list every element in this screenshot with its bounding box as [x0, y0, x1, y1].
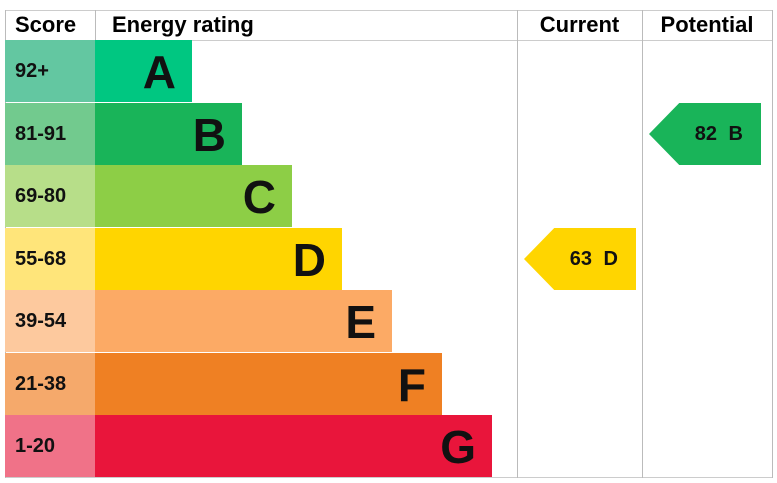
- grid-potential-left: [642, 10, 643, 478]
- grid-score-divider: [95, 10, 96, 40]
- grid-header-bottom: [5, 40, 772, 41]
- score-cell-e: 39-54: [5, 290, 95, 352]
- header-potential: Potential: [660, 12, 754, 37]
- grid-top: [5, 10, 772, 11]
- score-cell-b: 81-91: [5, 102, 95, 165]
- grid-right: [772, 10, 773, 478]
- score-cell-g: 1-20: [5, 415, 95, 477]
- score-cell-f: 21-38: [5, 352, 95, 415]
- header-energy-rating: Energy rating: [112, 12, 254, 37]
- score-cell-c: 69-80: [5, 165, 95, 227]
- header-score: Score: [15, 12, 77, 37]
- grid-bottom: [5, 477, 772, 478]
- current-rating-arrow: 63 D: [524, 228, 636, 290]
- rating-bar-e: E: [95, 290, 392, 352]
- rating-bar-f: F: [95, 352, 442, 415]
- rating-bar-c: C: [95, 165, 292, 227]
- score-cell-a: 92+: [5, 40, 95, 102]
- potential-rating-arrow: 82 B: [649, 103, 761, 165]
- score-cell-d: 55-68: [5, 227, 95, 290]
- rating-bar-d: D: [95, 227, 342, 290]
- rating-bar-a: A: [95, 40, 192, 102]
- rating-bar-b: B: [95, 102, 242, 165]
- header-current: Current: [539, 12, 620, 37]
- rating-bar-g: G: [95, 415, 492, 477]
- grid-current-left: [517, 10, 518, 478]
